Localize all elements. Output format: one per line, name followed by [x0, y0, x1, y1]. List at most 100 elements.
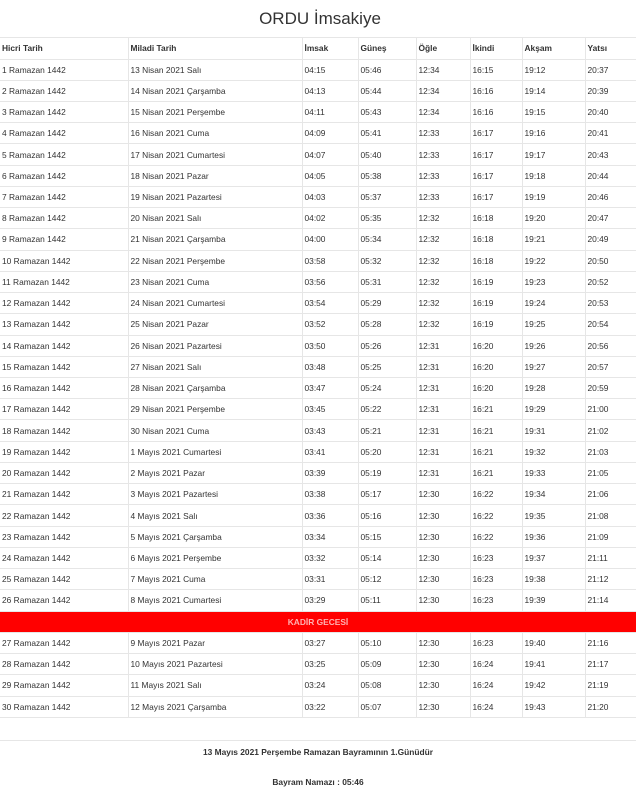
- table-cell: 21:11: [584, 546, 636, 569]
- table-cell: 16:21: [469, 461, 522, 484]
- column-header: Hicri Tarih: [0, 37, 128, 59]
- table-cell: 16:16: [469, 100, 522, 123]
- table-cell: 22 Nisan 2021 Perşembe: [127, 249, 302, 272]
- table-cell: 16:19: [469, 292, 522, 314]
- table-cell: 16 Ramazan 1442: [0, 377, 128, 399]
- table-cell: 21:03: [584, 440, 636, 463]
- table-cell: 19:21: [521, 228, 585, 251]
- table-cell: 21:09: [584, 525, 636, 548]
- table-cell: 04:02: [301, 207, 358, 229]
- table-cell: 15 Ramazan 1442: [0, 355, 128, 378]
- table-cell: 16:20: [469, 355, 522, 378]
- table-cell: 21 Nisan 2021 Çarşamba: [127, 228, 302, 251]
- table-row: 18 Ramazan 1442 30 Nisan 2021 Cuma 03:43 05…: [0, 419, 636, 442]
- bayram-prayer-text: Bayram Namazı : 05:46: [272, 776, 364, 787]
- table-cell: 04:13: [301, 79, 358, 102]
- table-cell: 12:30: [415, 589, 470, 612]
- table-cell: 19:27: [521, 355, 585, 378]
- table-cell: 19:12: [521, 58, 585, 81]
- table-cell: 05:35: [357, 207, 416, 229]
- table-cell: 19:16: [521, 122, 585, 144]
- table-cell: 12:32: [415, 270, 470, 293]
- table-cell: 03:50: [301, 334, 358, 357]
- table-cell: 19:23: [521, 270, 585, 293]
- table-cell: 12 Ramazan 1442: [0, 292, 128, 314]
- table-cell: 25 Nisan 2021 Pazar: [127, 313, 302, 336]
- table-row: 14 Ramazan 1442 26 Nisan 2021 Pazartesi 03…: [0, 334, 636, 357]
- table-row: 13 Ramazan 1442 25 Nisan 2021 Pazar 03:52 0…: [0, 313, 636, 336]
- table-row: 8 Ramazan 1442 20 Nisan 2021 Salı 04:02 05:…: [0, 207, 636, 229]
- table-row: 24 Ramazan 1442 6 Mayıs 2021 Perşembe 03:3…: [0, 546, 636, 569]
- table-cell: 05:46: [357, 58, 416, 81]
- table-row: 27 Ramazan 1442 9 Mayıs 2021 Pazar 03:27 05…: [0, 631, 636, 654]
- table-cell: 19:42: [521, 674, 585, 697]
- table-cell: 16:18: [469, 249, 522, 272]
- table-cell: 16:22: [469, 504, 522, 527]
- table-cell: 16:24: [469, 674, 522, 697]
- table-cell: 19:32: [521, 440, 585, 463]
- table-cell: 03:47: [301, 377, 358, 399]
- table-cell: 03:45: [301, 398, 358, 420]
- table-cell: 19:28: [521, 377, 585, 399]
- table-cell: 12:31: [415, 355, 470, 378]
- column-header: Akşam: [521, 37, 585, 59]
- table-cell: 5 Mayıs 2021 Çarşamba: [127, 525, 302, 548]
- table-row: 16 Ramazan 1442 28 Nisan 2021 Çarşamba 03:…: [0, 377, 636, 399]
- table-cell: 12:30: [415, 631, 470, 654]
- table-cell: 03:22: [301, 695, 358, 718]
- table-cell: 7 Mayıs 2021 Cuma: [127, 568, 302, 590]
- kadir-gecesi-row: KADİR GECESİ: [0, 610, 636, 633]
- table-cell: 12:31: [415, 419, 470, 442]
- table-cell: 05:34: [357, 228, 416, 251]
- empty-row: [0, 716, 636, 741]
- table-row: 25 Ramazan 1442 7 Mayıs 2021 Cuma 03:31 05:…: [0, 568, 636, 590]
- table-cell: 28 Nisan 2021 Çarşamba: [127, 377, 302, 399]
- table-cell: 24 Nisan 2021 Cumartesi: [127, 292, 302, 314]
- table-cell: 20:59: [584, 377, 636, 399]
- table-cell: 16:17: [469, 164, 522, 187]
- table-cell: 05:17: [357, 483, 416, 505]
- table-cell: 05:32: [357, 249, 416, 272]
- table-cell: 27 Ramazan 1442: [0, 631, 128, 654]
- table-row: 9 Ramazan 1442 21 Nisan 2021 Çarşamba 04:0…: [0, 228, 636, 251]
- table-row: 1 Ramazan 1442 13 Nisan 2021 Salı 04:15 05:…: [0, 58, 636, 81]
- table-cell: 16:22: [469, 525, 522, 548]
- table-cell: 19:33: [521, 461, 585, 484]
- table-cell: 22 Ramazan 1442: [0, 504, 128, 527]
- table-cell: 05:43: [357, 100, 416, 123]
- table-cell: 03:52: [301, 313, 358, 336]
- table-cell: 21:20: [584, 695, 636, 718]
- table-cell: 16:16: [469, 79, 522, 102]
- table-row: 28 Ramazan 1442 10 Mayıs 2021 Pazartesi 03…: [0, 653, 636, 675]
- table-cell: 20:41: [584, 122, 636, 144]
- table-cell: 12:30: [415, 674, 470, 697]
- table-cell: 12:32: [415, 249, 470, 272]
- table-cell: 20:39: [584, 79, 636, 102]
- table-cell: 05:31: [357, 270, 416, 293]
- table-cell: 20:54: [584, 313, 636, 336]
- table-cell: 04:00: [301, 228, 358, 251]
- table-cell: 29 Ramazan 1442: [0, 674, 128, 697]
- table-cell: 23 Nisan 2021 Cuma: [127, 270, 302, 293]
- table-cell: 13 Nisan 2021 Salı: [127, 58, 302, 81]
- table-cell: 16:18: [469, 207, 522, 229]
- table-cell: 30 Nisan 2021 Cuma: [127, 419, 302, 442]
- table-cell: 05:21: [357, 419, 416, 442]
- table-cell: 6 Mayıs 2021 Perşembe: [127, 546, 302, 569]
- table-cell: 12:30: [415, 483, 470, 505]
- table-cell: 05:24: [357, 377, 416, 399]
- table-cell: 19:15: [521, 100, 585, 123]
- table-cell: 03:48: [301, 355, 358, 378]
- table-cell: 04:09: [301, 122, 358, 144]
- table-cell: 05:07: [357, 695, 416, 718]
- table-row: 7 Ramazan 1442 19 Nisan 2021 Pazartesi 04:…: [0, 185, 636, 208]
- table-cell: 20:52: [584, 270, 636, 293]
- table-cell: 05:09: [357, 653, 416, 675]
- table-cell: 20:43: [584, 143, 636, 166]
- table-cell: 12:30: [415, 568, 470, 590]
- table-cell: 12 Mayıs 2021 Çarşamba: [127, 695, 302, 718]
- table-cell: 12:30: [415, 546, 470, 569]
- table-cell: 3 Ramazan 1442: [0, 100, 128, 123]
- table-cell: 03:36: [301, 504, 358, 527]
- table-cell: 28 Ramazan 1442: [0, 653, 128, 675]
